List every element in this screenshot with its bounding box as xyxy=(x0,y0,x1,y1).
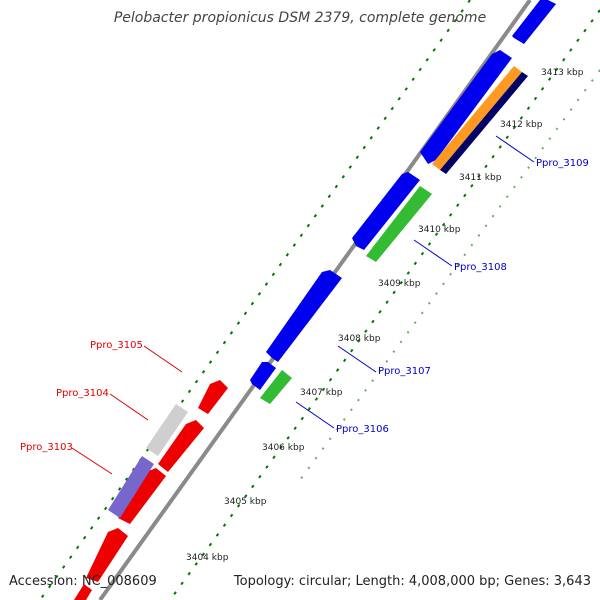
gene-feature[interactable] xyxy=(250,362,276,390)
gene-feature[interactable] xyxy=(118,468,166,524)
gene-label-line xyxy=(143,345,183,373)
rna-feature[interactable] xyxy=(260,370,292,404)
pale-feature[interactable] xyxy=(146,404,188,456)
gene-label[interactable]: Ppro_3103 xyxy=(20,442,73,453)
gene-feature[interactable] xyxy=(74,584,92,600)
gene-feature[interactable] xyxy=(512,0,556,44)
tick-track-inner xyxy=(169,9,600,600)
navy-feature[interactable] xyxy=(440,72,528,174)
tick-label: 3409 kbp xyxy=(378,279,421,289)
gene-label[interactable]: Ppro_3108 xyxy=(454,262,507,273)
tick-label: 3407 kbp xyxy=(300,388,343,398)
gene-label[interactable]: Ppro_3105 xyxy=(90,340,143,351)
forward-genes xyxy=(250,0,556,390)
gene-label-line xyxy=(109,393,149,421)
gene-label[interactable]: Ppro_3104 xyxy=(56,388,109,399)
gene-label-line xyxy=(413,239,453,267)
accession-label: Accession: NC_008609 xyxy=(9,574,157,589)
gene-label-line xyxy=(495,135,535,163)
tick-label: 3411 kbp xyxy=(459,173,502,183)
tick-label: 3404 kbp xyxy=(186,553,229,563)
gene-label[interactable]: Ppro_3106 xyxy=(336,424,389,435)
reverse-genes xyxy=(74,380,228,600)
gene-feature[interactable] xyxy=(352,172,420,250)
tick-track-far xyxy=(299,69,600,481)
purple-feature[interactable] xyxy=(108,456,154,518)
gene-feature[interactable] xyxy=(86,528,128,582)
rna-feature[interactable] xyxy=(366,186,432,262)
orange-feature[interactable] xyxy=(432,66,522,170)
gene-label[interactable]: Ppro_3107 xyxy=(378,366,431,377)
gene-feature[interactable] xyxy=(266,270,342,362)
tick-label: 3410 kbp xyxy=(418,225,461,235)
gene-label[interactable]: Ppro_3109 xyxy=(536,158,589,169)
tick-label: 3412 kbp xyxy=(500,120,543,130)
tick-track-outer xyxy=(39,0,471,600)
gene-feature[interactable] xyxy=(158,420,204,472)
map-title: Pelobacter propionicus DSM 2379, complet… xyxy=(113,10,487,26)
gene-label-line xyxy=(295,401,335,429)
tick-label: 3406 kbp xyxy=(262,443,305,453)
tick-label: 3408 kbp xyxy=(338,334,381,344)
gene-feature[interactable] xyxy=(198,380,228,414)
tick-label: 3405 kbp xyxy=(224,497,267,507)
gene-label-line xyxy=(337,345,377,373)
topology-label: Topology: circular; Length: 4,008,000 bp… xyxy=(233,574,591,589)
tick-label: 3413 kbp xyxy=(541,68,584,78)
gene-feature[interactable] xyxy=(420,50,512,164)
gene-label-line xyxy=(71,447,113,475)
